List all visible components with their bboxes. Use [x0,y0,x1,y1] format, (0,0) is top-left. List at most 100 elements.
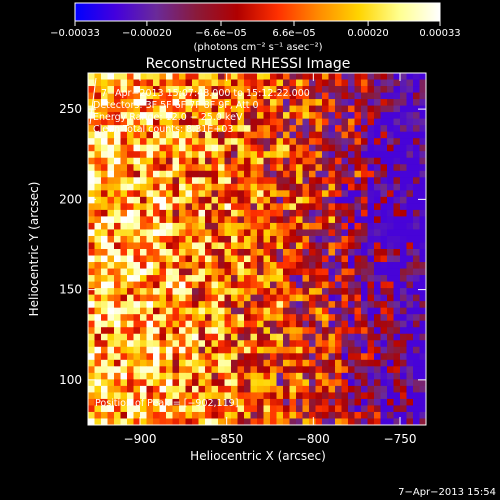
heatmap-cell [419,385,427,393]
heatmap-cell [107,164,115,172]
heatmap-cell [302,144,310,152]
heatmap-cell [153,131,160,139]
heatmap-cell [101,249,108,256]
heatmap-cell [127,125,134,133]
heatmap-cell [88,131,95,139]
heatmap-cell [120,203,128,211]
heatmap-cell [166,275,173,282]
heatmap-cell [172,183,180,191]
heatmap-cell [211,268,219,276]
heatmap-cell [283,73,290,80]
heatmap-cell [283,203,290,211]
heatmap-cell [367,157,375,165]
heatmap-cell [159,92,167,100]
heatmap-cell [244,301,251,309]
heatmap-cell [302,157,310,165]
heatmap-cell [166,242,173,250]
heatmap-cell [231,314,238,322]
heatmap-cell [322,196,329,204]
heatmap-cell [140,125,147,133]
heatmap-cell [406,222,414,230]
heatmap-cell [302,99,310,106]
heatmap-cell [244,164,251,172]
heatmap-cell [237,353,245,361]
heatmap-cell [101,229,108,237]
heatmap-cell [218,275,225,282]
heatmap-cell [192,190,199,198]
heatmap-cell [257,340,264,348]
heatmap-cell [413,222,420,230]
heatmap-cell [114,177,121,185]
heatmap-cell [166,138,173,146]
heatmap-cell [146,268,154,276]
heatmap-cell [335,275,342,282]
heatmap-cell [250,327,258,335]
heatmap-cell [120,320,128,328]
heatmap-cell [341,209,349,217]
heatmap-cell [140,138,147,146]
heatmap-cell [88,157,95,165]
heatmap-cell [380,157,388,165]
heatmap-cell [335,405,342,413]
heatmap-cell [153,151,160,159]
heatmap-cell [309,366,316,374]
heatmap-cell [419,366,427,374]
heatmap-cell [237,288,245,296]
heatmap-cell [276,268,284,276]
heatmap-cell [140,157,147,165]
heatmap-cell [211,301,219,309]
heatmap-cell [361,138,368,146]
heatmap-cell [283,125,290,133]
heatmap-cell [237,301,245,309]
heatmap-cell [172,203,180,211]
heatmap-cell [400,379,407,387]
heatmap-cell [94,203,102,211]
heatmap-cell [257,372,264,380]
heatmap-cell [380,229,388,237]
heatmap-cell [406,301,414,309]
heatmap-cell [120,294,128,302]
heatmap-cell [192,366,199,374]
heatmap-cell [133,340,141,348]
heatmap-cell [419,327,427,335]
heatmap-cell [146,203,154,211]
heatmap-cell [133,183,141,191]
heatmap-cell [348,209,355,217]
heatmap-cell [218,170,225,178]
heatmap-cell [166,346,173,354]
heatmap-cell [218,353,225,361]
heatmap-cell [140,216,147,224]
heatmap-cell [146,118,154,126]
heatmap-cell [335,144,342,152]
heatmap-cell [185,249,193,256]
heatmap-cell [400,105,407,113]
heatmap-cell [211,92,219,100]
heatmap-cell [348,359,355,367]
heatmap-cell [127,307,134,315]
heatmap-cell [146,92,154,100]
heatmap-cell [400,411,407,419]
heatmap-cell [218,372,225,380]
heatmap-cell [393,183,401,191]
heatmap-cell [127,262,134,269]
heatmap-cell [400,314,407,322]
heatmap-cell [367,235,375,243]
heatmap-cell [101,131,108,139]
heatmap-cell [263,112,271,120]
heatmap-cell [244,190,251,198]
heatmap-cell [322,340,329,348]
heatmap-cell [172,294,180,302]
heatmap-cell [185,242,193,250]
heatmap-cell [198,216,206,224]
heatmap-cell [166,327,173,335]
heatmap-cell [257,196,264,204]
heatmap-cell [146,262,154,269]
heatmap-cell [283,392,290,400]
heatmap-cell [166,164,173,172]
heatmap-cell [296,86,303,93]
heatmap-cell [166,79,173,87]
heatmap-cell [94,314,102,322]
heatmap-cell [374,73,381,80]
heatmap-cell [374,353,381,361]
heatmap-cell [218,144,225,152]
